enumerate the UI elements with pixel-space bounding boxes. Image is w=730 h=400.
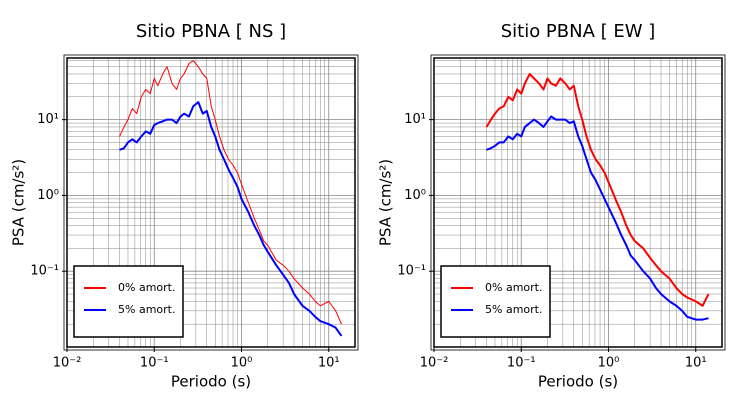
y-tick-label: 10⁰ <box>404 188 426 203</box>
axes-frame-outer <box>63 54 359 351</box>
x-axis-label: Periodo (s) <box>171 373 251 391</box>
x-tick-label: 10¹ <box>318 356 340 371</box>
chart-title: Sitio PBNA [ EW ] <box>501 21 656 42</box>
legend-box <box>73 265 184 338</box>
y-tick-label: 10⁰ <box>37 188 59 203</box>
x-tick-label: 10⁰ <box>231 356 253 371</box>
chart-title: Sitio PBNA [ NS ] <box>136 21 286 42</box>
x-tick-label: 10⁻² <box>420 356 449 371</box>
legend-label: 5% amort. <box>118 303 175 316</box>
y-axis-label: PSA (cm/s²) <box>10 159 28 246</box>
data-line <box>485 72 710 307</box>
y-tick-label: 10⁻¹ <box>30 264 59 279</box>
x-tick-label: 10⁰ <box>598 356 620 371</box>
y-tick-label: 10¹ <box>404 112 426 127</box>
legend-label: 0% amort. <box>118 281 175 294</box>
y-axis-label: PSA (cm/s²) <box>377 159 395 246</box>
panel: Sitio PBNA [ EW ] Periodo (s) PSA (cm/s²) 1… <box>377 21 726 391</box>
legend-label: 5% amort. <box>485 303 542 316</box>
axes-frame <box>66 57 356 348</box>
x-tick-label: 10¹ <box>685 356 707 371</box>
data-line <box>119 60 342 325</box>
x-axis-label: Periodo (s) <box>538 373 618 391</box>
x-tick-label: 10⁻² <box>53 356 82 371</box>
data-line <box>486 115 709 321</box>
y-tick-label: 10¹ <box>37 112 59 127</box>
legend: 0% amort. 5% amort. <box>73 265 184 338</box>
axes-frame-outer <box>430 54 726 351</box>
legend-box <box>440 265 551 338</box>
panel: Sitio PBNA [ NS ] Periodo (s) PSA (cm/s²) 1… <box>10 21 359 391</box>
x-tick-label: 10⁻¹ <box>140 356 169 371</box>
axes-frame <box>433 57 723 348</box>
y-tick-label: 10⁻¹ <box>397 264 426 279</box>
x-tick-label: 10⁻¹ <box>507 356 536 371</box>
data-line <box>119 101 343 337</box>
legend-label: 0% amort. <box>485 281 542 294</box>
legend: 0% amort. 5% amort. <box>440 265 551 338</box>
